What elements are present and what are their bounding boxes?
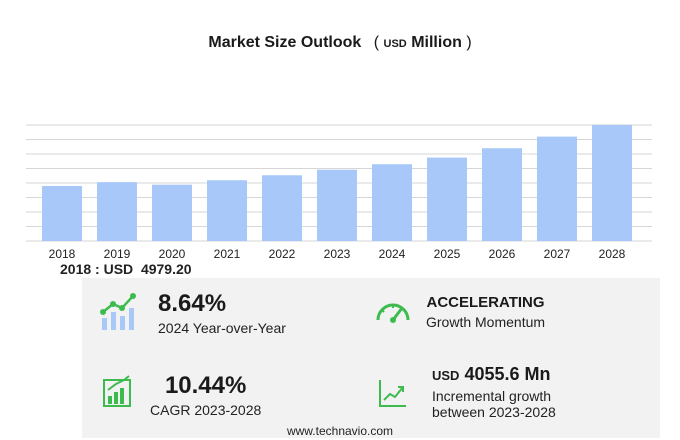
incremental-line1: Incremental growth [432,388,552,404]
momentum-label: Growth Momentum [426,314,546,330]
base-year-prefix: 2018 : USD [60,261,134,277]
x-tick-label: 2025 [434,247,461,261]
bar-2025 [427,157,467,241]
momentum-title: ACCELERATING [426,294,545,311]
x-tick-label: 2026 [489,247,516,261]
x-tick-label: 2028 [599,247,626,261]
x-tick-label: 2023 [324,247,351,261]
speedometer-icon [376,303,410,323]
bar-trend-icon [100,293,136,330]
stats-panel: 8.64% 2024 Year-over-Year ACCELERATING G… [82,278,660,438]
unit-close: ) [466,34,472,51]
bar-2028 [592,125,632,241]
base-year-value: 4979.20 [140,261,192,277]
unit-label: ( USD Million ) [374,34,472,51]
incremental-line2: between 2023-2028 [432,404,556,420]
x-tick-label: 2027 [544,247,571,261]
bar-2026 [482,148,522,241]
incremental-value: 4055.6 Mn [464,364,551,384]
unit-scale: Million [411,34,462,51]
x-tick-label: 2024 [379,247,406,261]
x-tick-label: 2019 [104,247,131,261]
x-tick-label: 2022 [269,247,296,261]
footer-url: www.technavio.com [286,424,394,438]
bar-2020 [152,184,192,241]
cagr-value: 10.44% [164,372,247,399]
x-tick-label: 2018 [49,247,76,261]
incremental-stat: USD 4055.6 Mn Incremental growth between… [432,364,556,420]
line-trend-icon [379,380,406,407]
bar-2019 [97,182,137,241]
bar-2027 [537,136,577,241]
base-year-label: 2018 : USD 4979.20 [60,261,192,277]
bar-chart: 2018 2019 2020 2021 2022 2023 2024 2025 2026 2027… [26,124,652,261]
yoy-stat: 8.64% 2024 Year-over-Year [158,290,286,336]
bar-2018 [42,185,82,241]
yoy-label: 2024 Year-over-Year [158,320,286,336]
momentum-stat: ACCELERATING Growth Momentum [426,294,545,330]
unit-open: ( [373,34,380,51]
unit-currency: USD [383,38,407,50]
title-text: Market Size Outlook [208,34,362,51]
growth-chart-icon [103,375,131,407]
cagr-stat: 10.44% CAGR 2023-2028 [150,372,261,418]
bar-2022 [262,175,302,241]
chart-title: Market Size Outlook ( USD Million ) [0,34,680,52]
cagr-label: CAGR 2023-2028 [150,402,262,418]
x-tick-label: 2021 [214,247,241,261]
x-tick-label: 2020 [159,247,186,261]
bar-2024 [372,164,412,241]
bar-2023 [317,169,357,241]
yoy-value: 8.64% [158,290,227,317]
bar-2021 [207,180,247,241]
incremental-currency: USD [432,368,460,383]
